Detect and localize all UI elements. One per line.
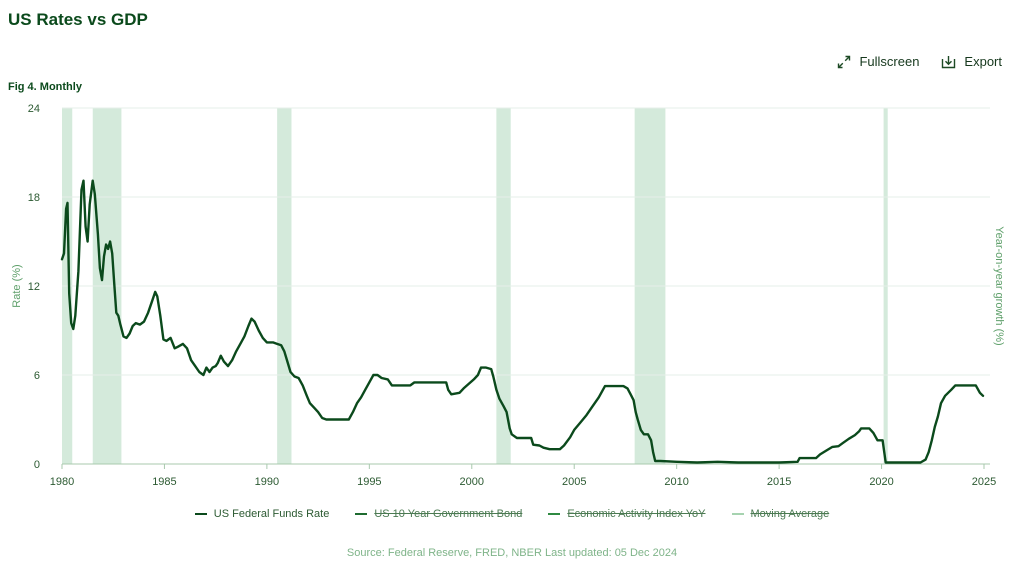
expand-arrows-icon: [837, 55, 851, 69]
source-note: Source: Federal Reserve, FRED, NBER Last…: [346, 547, 678, 559]
legend-label: US 10 Year Government Bond: [374, 508, 523, 520]
x-tick-label: 2005: [562, 476, 586, 488]
legend-item-fed-funds[interactable]: US Federal Funds Rate: [194, 508, 330, 520]
fullscreen-label: Fullscreen: [859, 54, 920, 69]
export-label: Export: [964, 54, 1002, 69]
legend-item-moving-average[interactable]: Moving Average: [731, 508, 830, 520]
legend-label: Economic Activity Index YoY: [567, 508, 706, 520]
figure-label: Fig 4. Monthly: [8, 81, 82, 93]
y-tick-label: 12: [28, 281, 40, 293]
y-tick-label: 24: [28, 103, 40, 115]
grid-lines: [62, 107, 990, 376]
series-layer: [60, 179, 985, 464]
y-tick-label: 18: [28, 192, 40, 204]
legend-item-economic-activity[interactable]: Economic Activity Index YoY: [548, 508, 706, 520]
x-tick-label: 1980: [50, 476, 74, 488]
x-tick-label: 1985: [152, 476, 176, 488]
legend-swatch: [194, 513, 207, 515]
x-tick-label: 2010: [664, 476, 688, 488]
x-tick-label: 1995: [357, 476, 381, 488]
legend-swatch: [731, 513, 744, 515]
legend-swatch: [548, 513, 561, 515]
x-tick-label: 2025: [972, 476, 996, 488]
y-axis-title: Rate (%): [11, 264, 23, 307]
x-tick-label: 1990: [255, 476, 279, 488]
page-title: US Rates vs GDP: [8, 10, 148, 29]
x-tick-label: 2015: [767, 476, 791, 488]
secondary-y-axis-title: Year-on-year growth (%): [993, 226, 1005, 345]
x-tick-label: 2000: [460, 476, 484, 488]
chart-toolbar: Fullscreen Export: [837, 54, 1002, 69]
legend-label: US Federal Funds Rate: [213, 508, 330, 520]
legend-swatch: [355, 513, 368, 515]
legend-item-10y-bond[interactable]: US 10 Year Government Bond: [355, 508, 522, 520]
y-tick-label: 6: [34, 370, 40, 382]
x-tick-label: 2020: [869, 476, 893, 488]
y-tick-label: 0: [34, 459, 40, 471]
download-box-icon: [941, 55, 956, 69]
axes: Rate (%) Year-on-year growth (%) 0 6 12 18 2…: [11, 103, 1005, 488]
legend-label: Moving Average: [750, 508, 830, 520]
series-line-fed-funds-rate: [60, 179, 985, 464]
chart-legend: US Federal Funds Rate US 10 Year Governm…: [0, 508, 1024, 520]
fullscreen-button[interactable]: Fullscreen: [837, 54, 919, 69]
export-button[interactable]: Export: [941, 54, 1002, 69]
